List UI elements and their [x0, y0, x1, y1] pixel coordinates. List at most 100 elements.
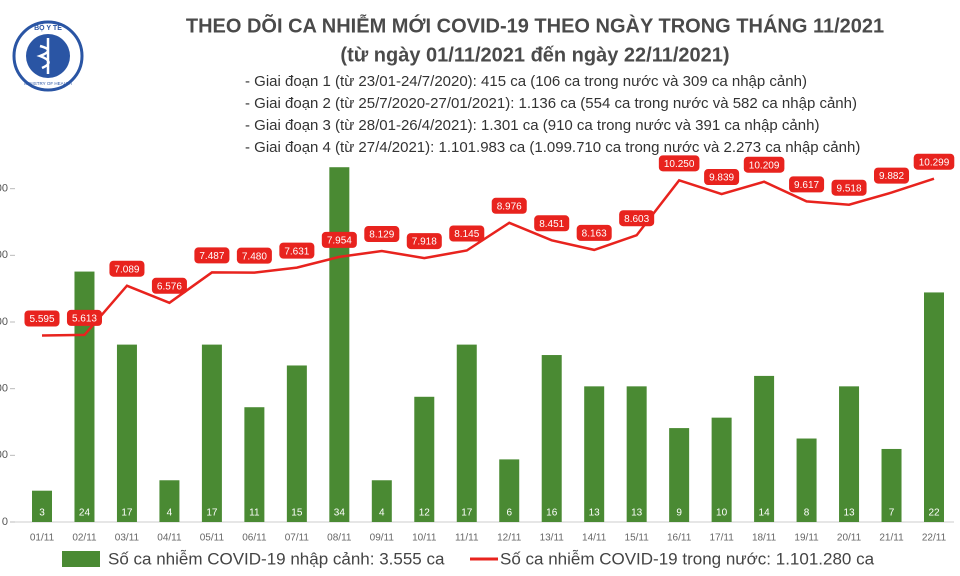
logo-bottom: MINISTRY OF HEALTH — [24, 81, 72, 86]
x-tick-label: 20/11 — [837, 533, 862, 544]
x-tick-label: 10/11 — [412, 533, 437, 544]
value-label-box — [704, 169, 740, 186]
bar — [796, 438, 817, 522]
x-tick-label: 21/11 — [879, 533, 904, 544]
bar-label: 13 — [589, 508, 601, 519]
value-label-text: 9.617 — [794, 180, 819, 191]
value-label-box — [24, 310, 60, 327]
value-label-text: 6.576 — [157, 281, 182, 292]
x-tick-label: 14/11 — [582, 533, 607, 544]
value-label-text: 9.518 — [837, 183, 862, 194]
x-tick-label: 01/11 — [30, 533, 55, 544]
value-label-text: 7.631 — [284, 246, 309, 257]
chart-title: THEO DÕI CA NHIỄM MỚI COVID-19 THEO NGÀY… — [186, 13, 884, 37]
x-tick-label: 18/11 — [752, 533, 777, 544]
bar-label: 22 — [928, 508, 940, 519]
bar — [839, 386, 860, 522]
value-label-box — [658, 155, 700, 172]
y-tick-label: 8.000 — [0, 249, 8, 261]
x-tick-label: 03/11 — [115, 533, 140, 544]
value-label: 9.839 — [704, 169, 740, 186]
value-label: 8.451 — [534, 215, 570, 232]
value-label-text: 7.954 — [327, 236, 352, 247]
x-tick-label: 06/11 — [242, 533, 267, 544]
bar-label: 8 — [804, 508, 810, 519]
value-label-box — [491, 197, 527, 214]
x-tick-label: 16/11 — [667, 533, 692, 544]
value-label: 8.163 — [576, 224, 612, 241]
y-tick-label: 0 — [2, 516, 8, 528]
value-label-text: 7.487 — [199, 251, 224, 262]
value-label-box — [874, 167, 910, 184]
bar-label: 12 — [419, 508, 431, 519]
value-label-box — [66, 309, 102, 326]
bar — [584, 386, 605, 522]
value-label: 10.250 — [658, 155, 700, 172]
bar-label: 6 — [506, 508, 512, 519]
annotation: - Giai đoạn 2 (từ 25/7/2020-27/01/2021):… — [245, 95, 857, 112]
value-label: 7.487 — [194, 247, 230, 264]
value-label-text: 7.089 — [114, 264, 139, 275]
x-tick-label: 15/11 — [625, 533, 650, 544]
bar-label: 14 — [759, 508, 771, 519]
value-label-text: 7.918 — [412, 237, 437, 248]
bar — [924, 292, 944, 522]
value-label-text: 8.129 — [369, 230, 394, 241]
x-tick-label: 09/11 — [370, 533, 395, 544]
bar-label: 13 — [631, 508, 643, 519]
logo: BỘ Y TẾ MINISTRY OF HEALTH — [12, 20, 84, 92]
x-tick-label: 05/11 — [200, 533, 225, 544]
value-label-box — [406, 233, 442, 250]
x-tick-label: 02/11 — [72, 533, 97, 544]
bar-label: 11 — [249, 508, 260, 519]
bar — [371, 480, 392, 522]
x-tick-label: 13/11 — [540, 533, 565, 544]
annotation: - Giai đoạn 1 (từ 23/01-24/7/2020): 415 … — [245, 73, 807, 90]
y-tick-label: 6.000 — [0, 316, 8, 328]
value-label-text: 7.480 — [242, 251, 267, 262]
value-label: 7.631 — [279, 242, 315, 259]
value-label: 9.882 — [874, 167, 910, 184]
bar — [414, 396, 435, 522]
bar-label: 13 — [843, 508, 855, 519]
bar-label: 10 — [716, 508, 728, 519]
x-tick-label: 07/11 — [285, 533, 310, 544]
bar-label: 4 — [167, 508, 173, 519]
x-tick-label: 17/11 — [709, 533, 734, 544]
value-label-text: 9.839 — [709, 173, 734, 184]
value-label-box — [449, 225, 485, 242]
x-tick-label: 19/11 — [794, 533, 819, 544]
legend-swatch — [62, 551, 100, 567]
x-tick-label: 08/11 — [327, 533, 352, 544]
value-label-text: 10.299 — [919, 157, 950, 168]
bar — [541, 355, 562, 522]
value-label-text: 8.163 — [582, 229, 607, 240]
value-label-box — [321, 231, 357, 248]
value-label: 8.603 — [619, 210, 655, 227]
bar-label: 17 — [461, 508, 473, 519]
bar — [499, 459, 520, 522]
value-label: 6.576 — [151, 277, 187, 294]
x-tick-label: 22/11 — [922, 533, 947, 544]
value-label-box — [109, 260, 145, 277]
value-label: 5.613 — [66, 309, 102, 326]
y-tick-label: 10.000 — [0, 183, 8, 195]
bar-label: 9 — [676, 508, 682, 519]
bar — [116, 344, 137, 522]
logo-top: BỘ Y TẾ — [34, 22, 62, 32]
bar-label: 16 — [546, 508, 558, 519]
bar — [201, 344, 222, 522]
y-tick-label: 4.000 — [0, 383, 8, 395]
annotation: - Giai đoạn 3 (từ 28/01-26/4/2021): 1.30… — [245, 117, 819, 134]
bar — [626, 386, 647, 522]
line — [41, 177, 935, 337]
value-label-box — [576, 224, 612, 241]
value-label: 7.089 — [109, 260, 145, 277]
value-label: 9.617 — [789, 176, 825, 193]
bar-label: 34 — [334, 508, 346, 519]
value-label-box — [364, 226, 400, 243]
x-tick-label: 11/11 — [455, 533, 479, 544]
value-label-box — [619, 210, 655, 227]
value-label: 7.954 — [321, 231, 357, 248]
